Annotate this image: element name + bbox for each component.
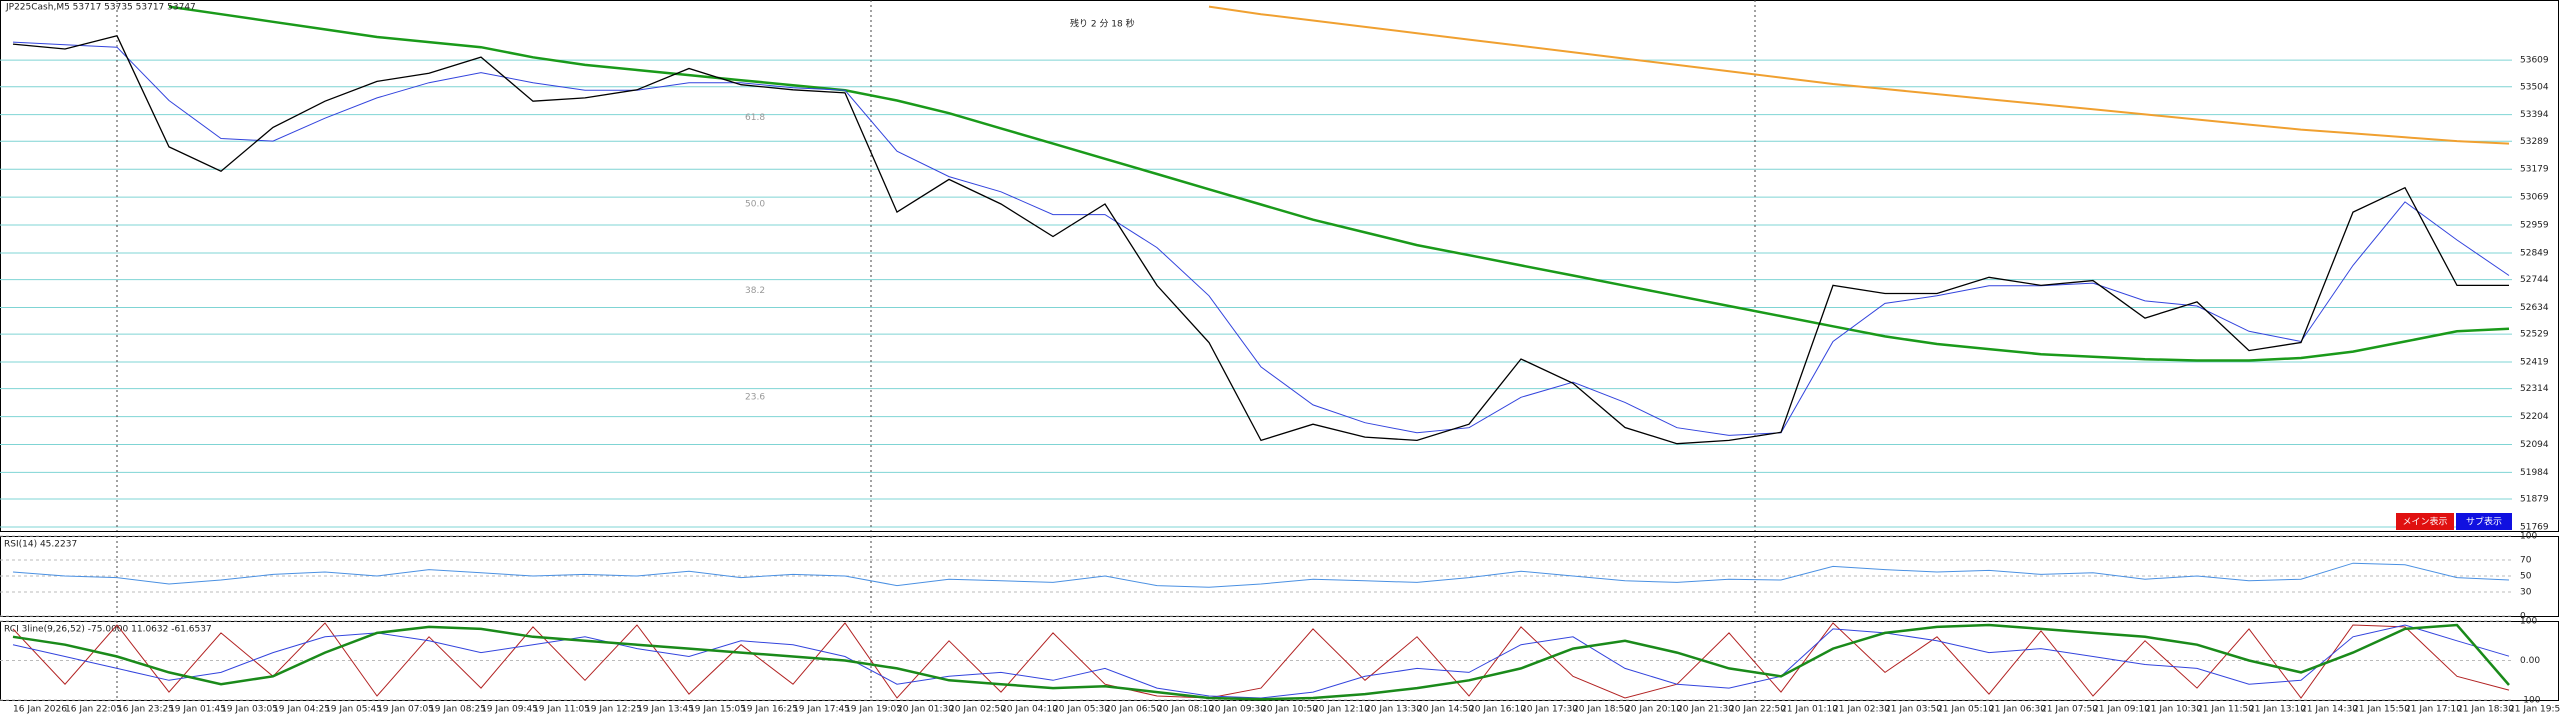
x-tick-label: 16 Jan 2026 xyxy=(13,705,67,715)
x-tick-label: 19 Jan 07:05 xyxy=(377,705,434,715)
y-tick-label: 52959 xyxy=(2520,221,2549,231)
x-tick-label: 21 Jan 15:50 xyxy=(2353,705,2410,715)
y-tick-label: 52744 xyxy=(2520,275,2549,285)
y-tick-label: 51769 xyxy=(2520,522,2549,532)
main-view-label[interactable]: メイン表示 xyxy=(2402,516,2447,528)
x-tick-label: 19 Jan 15:05 xyxy=(689,705,746,715)
y-tick-label: 53069 xyxy=(2520,193,2549,203)
y-tick-label: 52419 xyxy=(2520,358,2549,368)
series-line xyxy=(12,623,2510,701)
x-tick-label: 20 Jan 09:30 xyxy=(1209,705,1266,715)
x-tick-label: 19 Jan 17:45 xyxy=(793,705,850,715)
x-tick-label: 19 Jan 03:05 xyxy=(221,705,278,715)
x-tick-label: 20 Jan 20:10 xyxy=(1625,705,1682,715)
y-tick-label: 30 xyxy=(2520,588,2532,598)
x-tick-label: 21 Jan 11:50 xyxy=(2197,705,2254,715)
fib-label: 61.8 xyxy=(745,113,765,123)
y-tick-label: 50 xyxy=(2520,572,2532,582)
x-tick-label: 16 Jan 22:05 xyxy=(65,705,122,715)
sub-view-button[interactable] xyxy=(2456,513,2512,530)
x-tick-label: 21 Jan 06:30 xyxy=(1989,705,2046,715)
x-tick-label: 20 Jan 10:50 xyxy=(1261,705,1318,715)
series-line xyxy=(12,622,2510,699)
indicator-title: RCI 3line(9,26,52) -75.0000 11.0632 -61.… xyxy=(4,625,212,635)
x-tick-label: 20 Jan 13:30 xyxy=(1365,705,1422,715)
y-tick-label: 53504 xyxy=(2520,82,2549,92)
x-tick-label: 20 Jan 05:30 xyxy=(1053,705,1110,715)
x-tick-label: 20 Jan 17:30 xyxy=(1521,705,1578,715)
y-tick-label: 100 xyxy=(2520,617,2537,627)
sub-view-label[interactable]: サブ表示 xyxy=(2466,516,2502,528)
bar-timer: 残り 2 分 18 秒 xyxy=(1070,18,1135,30)
y-tick-label: 52314 xyxy=(2520,384,2549,394)
x-tick-label: 19 Jan 11:05 xyxy=(533,705,590,715)
y-tick-label: 53289 xyxy=(2520,137,2549,147)
series-line xyxy=(12,562,2510,588)
x-tick-label: 21 Jan 13:10 xyxy=(2249,705,2306,715)
x-tick-label: 20 Jan 21:30 xyxy=(1677,705,1734,715)
x-tick-label: 19 Jan 09:45 xyxy=(481,705,538,715)
fib-label: 50.0 xyxy=(745,200,765,210)
x-tick-label: 20 Jan 08:10 xyxy=(1157,705,1214,715)
fib-label: 23.6 xyxy=(745,392,765,402)
x-tick-label: 20 Jan 06:50 xyxy=(1105,705,1162,715)
x-tick-label: 21 Jan 05:10 xyxy=(1937,705,1994,715)
x-tick-label: 21 Jan 19:5 xyxy=(2509,705,2560,715)
x-tick-label: 19 Jan 16:25 xyxy=(741,705,798,715)
main-view-button[interactable] xyxy=(2396,513,2454,530)
symbol-info: JP225Cash,M5 53717 53735 53717 53747 xyxy=(5,3,196,13)
x-tick-label: 20 Jan 14:50 xyxy=(1417,705,1474,715)
x-tick-label: 19 Jan 04:25 xyxy=(273,705,330,715)
x-tick-label: 16 Jan 23:25 xyxy=(117,705,174,715)
y-tick-label: 52094 xyxy=(2520,440,2549,450)
y-tick-label: 100 xyxy=(2520,532,2537,542)
y-tick-label: -100 xyxy=(2520,696,2541,706)
x-tick-label: 21 Jan 02:30 xyxy=(1833,705,1890,715)
y-tick-label: 0.00 xyxy=(2520,656,2540,666)
y-tick-label: 52634 xyxy=(2520,303,2549,313)
fib-label: 38.2 xyxy=(745,286,765,296)
y-tick-label: 52849 xyxy=(2520,248,2549,258)
y-tick-label: 0 xyxy=(2520,612,2526,622)
y-tick-label: 53394 xyxy=(2520,110,2549,120)
x-tick-label: 20 Jan 16:10 xyxy=(1469,705,1526,715)
y-tick-label: 51879 xyxy=(2520,495,2549,505)
x-tick-label: 21 Jan 10:30 xyxy=(2145,705,2202,715)
x-tick-label: 19 Jan 13:45 xyxy=(637,705,694,715)
x-tick-label: 21 Jan 17:10 xyxy=(2405,705,2462,715)
series-line xyxy=(12,41,2510,436)
x-tick-label: 19 Jan 19:05 xyxy=(845,705,902,715)
x-tick-label: 19 Jan 12:25 xyxy=(585,705,642,715)
x-tick-label: 20 Jan 02:50 xyxy=(949,705,1006,715)
y-tick-label: 52529 xyxy=(2520,330,2549,340)
x-tick-label: 20 Jan 22:50 xyxy=(1729,705,1786,715)
y-tick-label: 51984 xyxy=(2520,468,2549,478)
y-tick-label: 53609 xyxy=(2520,56,2549,66)
x-tick-label: 21 Jan 18:30 xyxy=(2457,705,2514,715)
series-line xyxy=(168,5,2510,362)
x-tick-label: 21 Jan 09:10 xyxy=(2093,705,2150,715)
x-tick-label: 20 Jan 12:10 xyxy=(1313,705,1370,715)
panel-frame xyxy=(0,0,2559,532)
y-tick-label: 53179 xyxy=(2520,165,2549,175)
x-tick-label: 19 Jan 08:25 xyxy=(429,705,486,715)
x-tick-label: 20 Jan 04:10 xyxy=(1001,705,1058,715)
x-tick-label: 21 Jan 07:50 xyxy=(2041,705,2098,715)
series-line xyxy=(12,35,2509,445)
series-line xyxy=(1208,5,2510,145)
x-tick-label: 19 Jan 05:45 xyxy=(325,705,382,715)
x-tick-label: 20 Jan 18:50 xyxy=(1573,705,1630,715)
x-tick-label: 19 Jan 01:45 xyxy=(169,705,226,715)
x-tick-label: 21 Jan 14:30 xyxy=(2301,705,2358,715)
x-tick-label: 21 Jan 03:50 xyxy=(1885,705,1942,715)
x-tick-label: 20 Jan 01:30 xyxy=(897,705,954,715)
x-tick-label: 21 Jan 01:10 xyxy=(1781,705,1838,715)
y-tick-label: 70 xyxy=(2520,556,2532,566)
y-tick-label: 52204 xyxy=(2520,412,2549,422)
indicator-title: RSI(14) 45.2237 xyxy=(4,540,77,550)
